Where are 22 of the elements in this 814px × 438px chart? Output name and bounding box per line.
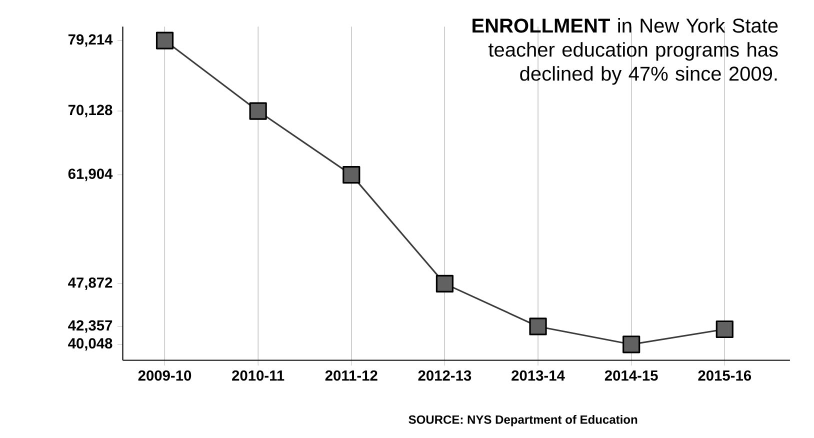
source-note: SOURCE: NYS Department of Education — [408, 415, 638, 426]
y-tick-label: 40,048 — [68, 338, 112, 351]
text: ENROLLMENT in New York State teacher education programs has declined by 47% since 2009. — [472, 18, 778, 85]
y-tick-label: 42,357 — [68, 320, 112, 333]
point — [156, 32, 174, 50]
y-tick-label: 79,214 — [68, 34, 113, 47]
x-tick-label: 2011-12 — [325, 370, 378, 381]
point — [529, 318, 547, 336]
point — [622, 336, 640, 354]
point — [342, 166, 360, 184]
x-tick-label: 2012-13 — [418, 370, 472, 381]
x-tick-label: 2015-16 — [698, 370, 752, 381]
x-tick-label: 2010-11 — [232, 370, 284, 381]
x-tick-label: 2013-14 — [512, 370, 565, 381]
y-tick-label: 47,872 — [68, 278, 112, 290]
x-tick-label: 2009-10 — [138, 370, 192, 381]
x-tick-label: 2014-15 — [604, 370, 658, 381]
point — [436, 275, 454, 293]
y-tick-label: 70,128 — [68, 104, 112, 118]
point — [249, 102, 267, 120]
y-tick-label: 61,904 — [68, 168, 113, 182]
point — [716, 320, 734, 338]
